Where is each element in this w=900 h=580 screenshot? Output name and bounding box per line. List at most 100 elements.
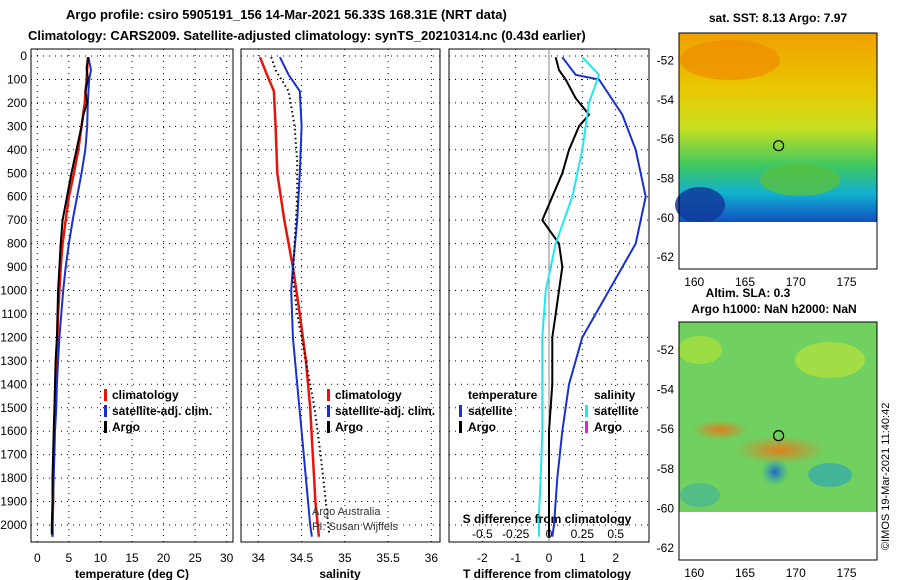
- sst-green-region: [760, 164, 840, 196]
- x-tick-label: 5: [66, 551, 73, 565]
- depth-tick-label: 1400: [0, 377, 27, 391]
- legend-t-satellite: satellite: [468, 404, 513, 418]
- map-lon-tick-label: 170: [786, 275, 806, 289]
- depth-tick-label: 1300: [0, 354, 27, 368]
- salinity-xlabel: salinity: [319, 567, 361, 580]
- sst-map-axes: 160 165 170 175 -52 -54 -56 -58 -60 -62: [657, 54, 857, 289]
- difference-t-satellite-line: [551, 56, 647, 537]
- legend-swatch-satellite: [327, 405, 330, 417]
- depth-tick-label: 700: [7, 213, 27, 227]
- x-tick-label: 34: [252, 551, 266, 565]
- temperature-satellite-adj-clim--line: [51, 57, 93, 537]
- map-lon-tick-label: 170: [786, 566, 806, 580]
- depth-tick-label: 1200: [0, 330, 27, 344]
- map-lat-tick-label: -58: [657, 462, 675, 476]
- map-lat-tick-label: -58: [657, 172, 675, 186]
- depth-tick-label: 2000: [0, 518, 27, 532]
- salinity-climatology-line: [258, 56, 321, 537]
- legend-swatch-argo: [104, 421, 107, 433]
- altim-map-subtitle: Argo h1000: NaN h2000: NaN: [691, 302, 856, 316]
- altim-cold-anomaly: [761, 458, 789, 486]
- depth-tick-label: 300: [7, 119, 27, 133]
- map-lat-tick-label: -54: [657, 382, 675, 396]
- depth-tick-label: 600: [7, 190, 27, 204]
- sst-warm-region: [680, 40, 780, 80]
- depth-tick-label: 400: [7, 143, 27, 157]
- altim-map-title: Altim. SLA: 0.3: [706, 286, 791, 300]
- map-lat-tick-label: -52: [657, 54, 675, 68]
- x-tick-label: 30: [220, 551, 234, 565]
- map-lon-tick-label: 165: [735, 275, 755, 289]
- legend-satellite: satellite-adj. clim.: [335, 404, 435, 418]
- x-tick-label: 0: [546, 551, 553, 565]
- temperature-argo-line: [50, 57, 90, 535]
- s-diff-tick-label: 0.5: [607, 527, 624, 541]
- x-tick-label: 0: [34, 551, 41, 565]
- legend-swatch-s-satellite: [585, 405, 588, 417]
- map-lon-tick-label: 175: [837, 566, 857, 580]
- depth-tick-label: 1500: [0, 401, 27, 415]
- legend-argo: Argo: [112, 420, 140, 434]
- map-lat-tick-label: -54: [657, 93, 675, 107]
- depth-tick-label: 1800: [0, 471, 27, 485]
- depth-tick-label: 0: [20, 49, 27, 63]
- legend-swatch-climatology: [104, 389, 107, 401]
- sst-map-nodata: [679, 222, 877, 269]
- sst-map: [675, 32, 878, 270]
- legend-temperature-title: temperature: [468, 388, 538, 402]
- depth-tick-label: 1600: [0, 424, 27, 438]
- altim-yellow-region: [678, 336, 722, 364]
- map-lat-tick-label: -56: [657, 132, 675, 146]
- altim-map-axes: 160 165 170 175 -52 -54 -56 -58 -60 -62: [657, 343, 857, 580]
- temperature-legend: climatology satellite-adj. clim. Argo: [104, 388, 212, 434]
- salinity-panel: [240, 48, 441, 543]
- x-tick-label: 10: [94, 551, 108, 565]
- legend-swatch-t-argo: [459, 421, 462, 433]
- depth-tick-label: 1900: [0, 495, 27, 509]
- altim-cold-anomaly: [808, 463, 852, 487]
- salinity-argo-line: [270, 56, 331, 535]
- depth-tick-label: 800: [7, 237, 27, 251]
- x-tick-label: 15: [125, 551, 139, 565]
- salinity-satellite-adj-clim--line: [279, 56, 313, 537]
- map-lon-tick-label: 175: [837, 275, 857, 289]
- altim-warm-anomaly: [735, 436, 825, 464]
- temperature-xlabel: temperature (deg C): [75, 567, 189, 580]
- title-line-2: Climatology: CARS2009. Satellite-adjuste…: [28, 28, 586, 43]
- title-line-1: Argo profile: csiro 5905191_156 14-Mar-2…: [66, 7, 507, 22]
- map-lat-tick-label: -52: [657, 343, 675, 357]
- argo-position-marker: [773, 140, 785, 152]
- difference-s-satellite-line: [538, 56, 601, 537]
- x-tick-label: 36: [425, 551, 439, 565]
- map-lat-tick-label: -60: [657, 211, 675, 225]
- sst-map-frame: [678, 32, 878, 270]
- altim-map-nodata: [679, 512, 877, 560]
- altim-map: [678, 321, 878, 561]
- x-tick-label: -1: [510, 551, 521, 565]
- x-tick-label: 20: [157, 551, 171, 565]
- legend-swatch-argo: [327, 421, 330, 433]
- x-tick-label: 34.5: [290, 551, 314, 565]
- map-lat-tick-label: -60: [657, 501, 675, 515]
- depth-tick-label: 1000: [0, 284, 27, 298]
- map-lon-tick-label: 165: [735, 566, 755, 580]
- grid-layer: [31, 49, 649, 542]
- depth-tick-label: 200: [7, 96, 27, 110]
- legend-swatch-climatology: [327, 389, 330, 401]
- depth-tick-label: 900: [7, 260, 27, 274]
- x-tick-label: 1: [579, 551, 586, 565]
- credit-text: Argo Australia: [312, 506, 381, 518]
- altim-cold-anomaly: [680, 483, 720, 507]
- map-lat-tick-label: -56: [657, 422, 675, 436]
- legend-argo: Argo: [335, 420, 363, 434]
- salinity-legend: climatology satellite-adj. clim. Argo: [327, 388, 435, 434]
- legend-s-argo: Argo: [594, 420, 622, 434]
- x-tick-label: 35: [338, 551, 352, 565]
- legend-salinity-title: salinity: [594, 388, 636, 402]
- difference-legend: temperature satellite Argo salinity sate…: [459, 388, 639, 434]
- altim-warm-anomaly: [692, 420, 748, 440]
- legend-swatch-t-satellite: [459, 405, 462, 417]
- altim-map-frame: [678, 321, 878, 561]
- s-diff-tick-label: -0.25: [502, 527, 530, 541]
- legend-t-argo: Argo: [468, 420, 496, 434]
